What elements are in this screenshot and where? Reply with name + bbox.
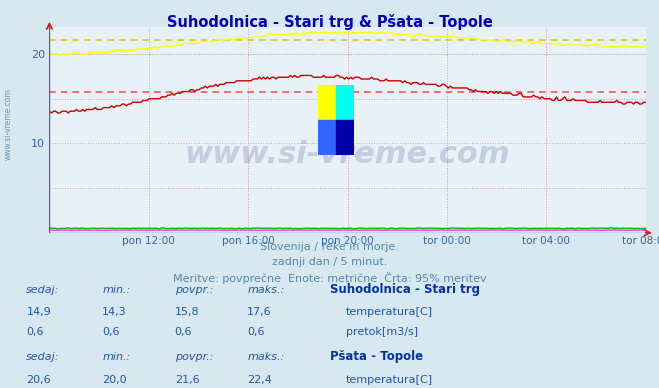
Text: 21,6: 21,6 bbox=[175, 374, 199, 385]
Text: 20,0: 20,0 bbox=[102, 374, 127, 385]
Text: Meritve: povprečne  Enote: metrične  Črta: 95% meritev: Meritve: povprečne Enote: metrične Črta:… bbox=[173, 272, 486, 284]
Text: 22,4: 22,4 bbox=[247, 374, 272, 385]
Text: min.:: min.: bbox=[102, 285, 130, 295]
Text: maks.:: maks.: bbox=[247, 352, 285, 362]
Bar bbox=[318, 85, 335, 120]
Text: temperatura[C]: temperatura[C] bbox=[346, 374, 433, 385]
Text: 0,6: 0,6 bbox=[26, 327, 44, 337]
Text: 17,6: 17,6 bbox=[247, 307, 272, 317]
Text: 15,8: 15,8 bbox=[175, 307, 199, 317]
Text: temperatura[C]: temperatura[C] bbox=[346, 307, 433, 317]
Text: 14,3: 14,3 bbox=[102, 307, 127, 317]
Text: 20,6: 20,6 bbox=[26, 374, 51, 385]
Text: Suhodolnica - Stari trg: Suhodolnica - Stari trg bbox=[330, 283, 480, 296]
Text: zadnji dan / 5 minut.: zadnji dan / 5 minut. bbox=[272, 257, 387, 267]
Text: sedaj:: sedaj: bbox=[26, 285, 60, 295]
Text: pretok[m3/s]: pretok[m3/s] bbox=[346, 327, 418, 337]
Text: 0,6: 0,6 bbox=[102, 327, 120, 337]
Bar bbox=[318, 120, 335, 154]
Text: 14,9: 14,9 bbox=[26, 307, 51, 317]
Text: Pšata - Topole: Pšata - Topole bbox=[330, 350, 422, 363]
Text: min.:: min.: bbox=[102, 352, 130, 362]
Bar bbox=[335, 120, 354, 154]
Text: Suhodolnica - Stari trg & Pšata - Topole: Suhodolnica - Stari trg & Pšata - Topole bbox=[167, 14, 492, 29]
Text: maks.:: maks.: bbox=[247, 285, 285, 295]
Text: Slovenija / reke in morje.: Slovenija / reke in morje. bbox=[260, 242, 399, 253]
Text: povpr.:: povpr.: bbox=[175, 285, 213, 295]
Text: www.si-vreme.com: www.si-vreme.com bbox=[185, 140, 511, 169]
Text: sedaj:: sedaj: bbox=[26, 352, 60, 362]
Text: 0,6: 0,6 bbox=[247, 327, 265, 337]
Text: povpr.:: povpr.: bbox=[175, 352, 213, 362]
Text: 0,6: 0,6 bbox=[175, 327, 192, 337]
Bar bbox=[335, 85, 354, 120]
Text: www.si-vreme.com: www.si-vreme.com bbox=[3, 88, 13, 160]
